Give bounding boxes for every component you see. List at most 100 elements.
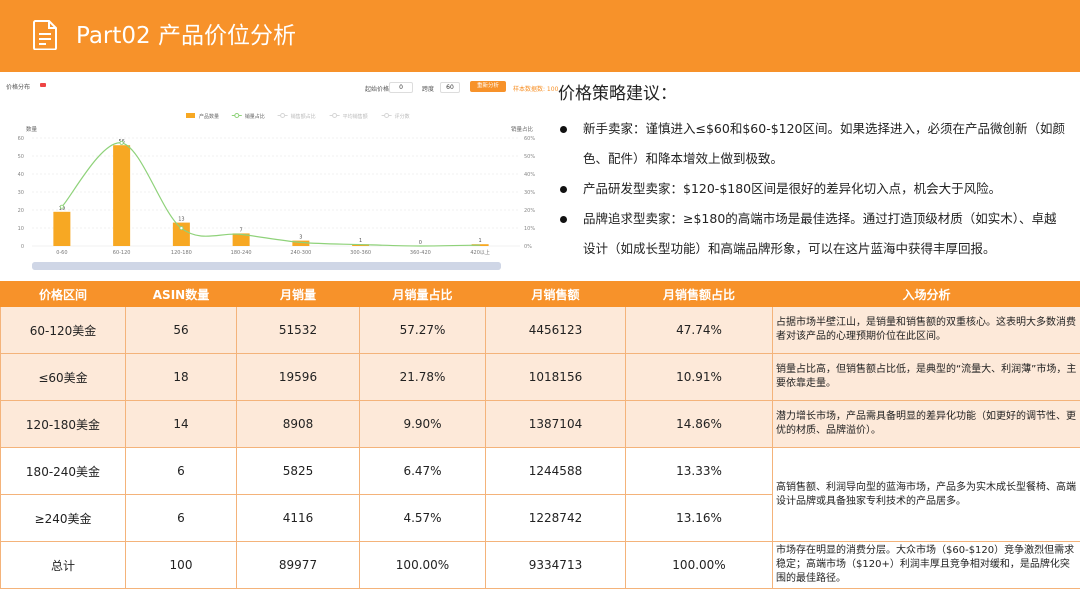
header-entry-analysis: 入场分析 xyxy=(772,281,1080,307)
table-row: ≤60美金 18 19596 21.78% 1018156 10.91% 销量占… xyxy=(0,353,1080,401)
x-tick-label: 120-180 xyxy=(171,250,192,256)
strategy-item: 产品研发型卖家：$120-$180区间是很好的差异化切入点，机会大于风险。 xyxy=(558,174,1068,204)
table-header-row: 价格区间 ASIN数量 月销量 月销量占比 月销售额 月销售额占比 入场分析 xyxy=(0,281,1080,307)
legend-label: 销售额占比 xyxy=(291,113,316,120)
cell-sales-pct: 57.27% xyxy=(359,306,486,354)
legend-swatch xyxy=(234,113,240,118)
cell-sales: 5825 xyxy=(236,447,360,495)
cell-revenue: 1387104 xyxy=(485,400,626,448)
cell-revenue: 1018156 xyxy=(485,353,626,401)
cell-revenue-pct: 100.00% xyxy=(625,541,773,589)
start-price-label: 起始价格 xyxy=(365,86,390,93)
cell-asin: 6 xyxy=(125,494,237,542)
cell-revenue-pct: 14.86% xyxy=(625,400,773,448)
y-tick-label: 40 xyxy=(18,172,24,178)
cell-range: 60-120美金 xyxy=(0,306,126,354)
bar xyxy=(292,240,310,246)
x-tick-label: 60-120 xyxy=(113,250,131,256)
cell-asin: 100 xyxy=(125,541,237,589)
strategy-item: 新手卖家：谨慎进入≤$60和$60-$120区间。如果选择进入，必须在产品微创新… xyxy=(558,114,1068,174)
header-sales-share: 月销量占比 xyxy=(359,281,486,307)
y-right-tick-label: 40% xyxy=(524,172,535,178)
y-right-tick-label: 10% xyxy=(524,226,535,232)
strategy-item: 品牌追求型卖家：≥$180的高端市场是最佳选择。通过打造顶级材质（如实木）、卓越… xyxy=(558,204,1068,264)
bullet-icon xyxy=(560,216,567,223)
bar-value-label: 1 xyxy=(359,238,362,244)
bar-value-label: 19 xyxy=(59,206,65,212)
table-row: 180-240美金 6 5825 6.47% 1244588 13.33% 高销… xyxy=(0,447,1080,542)
cell-analysis: 高销售额、利润导向型的蓝海市场，产品多为实木成长型餐椅、高端设计品牌或具备独家专… xyxy=(772,447,1080,542)
y-right-tick-label: 50% xyxy=(524,154,535,160)
legend-label: 销量占比 xyxy=(245,113,265,120)
legend-label: 平均销售额 xyxy=(343,113,368,120)
line-point xyxy=(119,140,124,145)
span-input[interactable]: 60 xyxy=(440,82,460,93)
y-axis-label: 数量 xyxy=(26,125,38,133)
cell-asin: 14 xyxy=(125,400,237,448)
y-right-tick-label: 30% xyxy=(524,190,535,196)
line-point xyxy=(179,226,184,231)
x-tick-label: 300-360 xyxy=(350,250,371,256)
cell-revenue-pct: 10.91% xyxy=(625,353,773,401)
bar xyxy=(113,145,131,246)
strategy-heading: 价格策略建议： xyxy=(558,84,677,104)
legend-swatch xyxy=(384,113,390,118)
header-monthly-revenue: 月销售额 xyxy=(485,281,626,307)
cell-revenue-pct: 13.16% xyxy=(625,494,773,542)
bar-value-label: 3 xyxy=(299,235,302,241)
cell-sales-pct: 6.47% xyxy=(359,447,486,495)
bar-value-label: 0 xyxy=(419,240,422,246)
cell-revenue: 4456123 xyxy=(485,306,626,354)
y-axis-right-label: 销量占比 xyxy=(511,125,534,133)
strategy-item-text: 品牌追求型卖家：≥$180的高端市场是最佳选择。通过打造顶级材质（如实木）、卓越… xyxy=(583,211,1057,256)
y-tick-label: 20 xyxy=(18,208,24,214)
cell-revenue-pct: 13.33% xyxy=(625,447,773,495)
chart-zoom-handle[interactable] xyxy=(32,262,501,270)
table-row: ≥240美金 6 4116 4.57% 1228742 13.16% xyxy=(0,494,1080,542)
sample-count-link[interactable]: 样本数据数: 100 xyxy=(513,86,559,93)
start-price-input[interactable]: 0 xyxy=(389,82,413,93)
reanalyze-button[interactable]: 重新分析 xyxy=(470,81,506,92)
strategy-list: 新手卖家：谨慎进入≤$60和$60-$120区间。如果选择进入，必须在产品微创新… xyxy=(558,114,1068,264)
bar xyxy=(53,211,71,246)
cell-analysis: 市场存在明显的消费分层。大众市场（$60-$120）竞争激烈但需求稳定；高端市场… xyxy=(772,541,1080,589)
cell-asin: 56 xyxy=(125,306,237,354)
chart-zoom-scrollbar[interactable] xyxy=(32,262,501,270)
bar xyxy=(232,233,250,246)
cell-sales: 89977 xyxy=(236,541,360,589)
header-monthly-sales: 月销量 xyxy=(236,281,360,307)
cell-revenue: 1228742 xyxy=(485,494,626,542)
y-right-tick-label: 60% xyxy=(524,136,535,142)
header-price-range: 价格区间 xyxy=(0,281,126,307)
reanalyze-label: 重新分析 xyxy=(476,83,499,89)
cell-sales: 4116 xyxy=(236,494,360,542)
bar-value-label: 13 xyxy=(178,217,184,223)
cell-range: 120-180美金 xyxy=(0,400,126,448)
y-tick-label: 50 xyxy=(18,154,24,160)
table-row-total: 总计 100 89977 100.00% 9334713 100.00% 市场存… xyxy=(0,541,1080,589)
x-tick-label: 180-240 xyxy=(231,250,252,256)
header-revenue-share: 月销售额占比 xyxy=(625,281,773,307)
legend-swatch xyxy=(280,113,286,118)
cell-analysis: 潜力增长市场，产品需具备明显的差异化功能（如更好的调节性、更优的材质、品牌溢价）… xyxy=(772,400,1080,448)
cell-asin: 6 xyxy=(125,447,237,495)
chart-title: 价格分布 xyxy=(6,84,31,91)
cell-sales-pct: 4.57% xyxy=(359,494,486,542)
strategy-section: 价格策略建议： 新手卖家：谨慎进入≤$60和$60-$120区间。如果选择进入，… xyxy=(558,80,1068,264)
cell-sales-pct: 100.00% xyxy=(359,541,486,589)
page-header: Part02 产品价位分析 xyxy=(0,0,1080,72)
bar-value-label: 1 xyxy=(479,238,482,244)
x-tick-label: 420以上 xyxy=(470,249,490,256)
cell-revenue: 9334713 xyxy=(485,541,626,589)
table-row: 60-120美金 56 51532 57.27% 4456123 47.74% … xyxy=(0,306,1080,354)
cell-range: 180-240美金 xyxy=(0,447,126,495)
line-point xyxy=(59,204,64,209)
x-tick-label: 240-300 xyxy=(290,250,311,256)
document-icon xyxy=(33,20,57,50)
strategy-item-text: 产品研发型卖家：$120-$180区间是很好的差异化切入点，机会大于风险。 xyxy=(583,181,1002,196)
strategy-item-text: 新手卖家：谨慎进入≤$60和$60-$120区间。如果选择进入，必须在产品微创新… xyxy=(583,121,1066,166)
bullet-icon xyxy=(560,126,567,133)
legend-label: 评分数 xyxy=(395,113,410,120)
cell-range: 总计 xyxy=(0,541,126,589)
